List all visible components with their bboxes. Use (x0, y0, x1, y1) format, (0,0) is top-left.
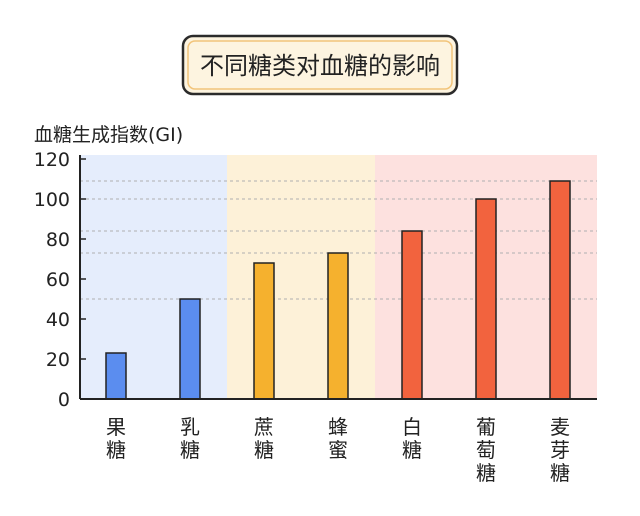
bar (327, 252, 349, 400)
y-tick-label: 80 (46, 229, 70, 251)
x-tick-label: 乳糖 (180, 415, 200, 462)
bar (475, 198, 497, 400)
bar-layer (105, 180, 571, 400)
title-frame (181, 34, 459, 96)
y-tick-label: 120 (34, 149, 70, 171)
x-tick-label: 白糖 (402, 415, 422, 462)
y-tick-label: 0 (58, 389, 70, 411)
x-tick-label: 蔗糖 (254, 415, 274, 462)
x-tick-label: 蜂蜜 (328, 415, 348, 462)
y-tick-label: 40 (46, 309, 70, 331)
chart-title: 不同糖类对血糖的影响 (200, 52, 440, 80)
y-tick-label: 100 (34, 189, 70, 211)
y-tick-label: 60 (46, 269, 70, 291)
bar (549, 180, 571, 400)
bar (105, 352, 127, 400)
y-tick-layer: 0 20 40 60 80 100 120 (34, 149, 86, 411)
x-tick-label: 葡萄糖 (476, 415, 496, 485)
x-label-layer: 果糖 乳糖 蔗糖 蜂蜜 白糖 葡萄糖 麦芽糖 (106, 415, 570, 485)
chart-title-box: 不同糖类对血糖的影响 (181, 34, 459, 96)
title-inner-frame (187, 40, 453, 90)
bar (179, 298, 201, 400)
x-tick-label: 果糖 (106, 415, 126, 462)
bar (253, 262, 275, 400)
group-background (227, 155, 375, 399)
group-background (80, 155, 227, 399)
y-axis-label: 血糖生成指数(GI) (34, 124, 183, 146)
bar (401, 230, 423, 400)
y-tick-label: 20 (46, 349, 70, 371)
x-tick-label: 麦芽糖 (550, 415, 570, 485)
